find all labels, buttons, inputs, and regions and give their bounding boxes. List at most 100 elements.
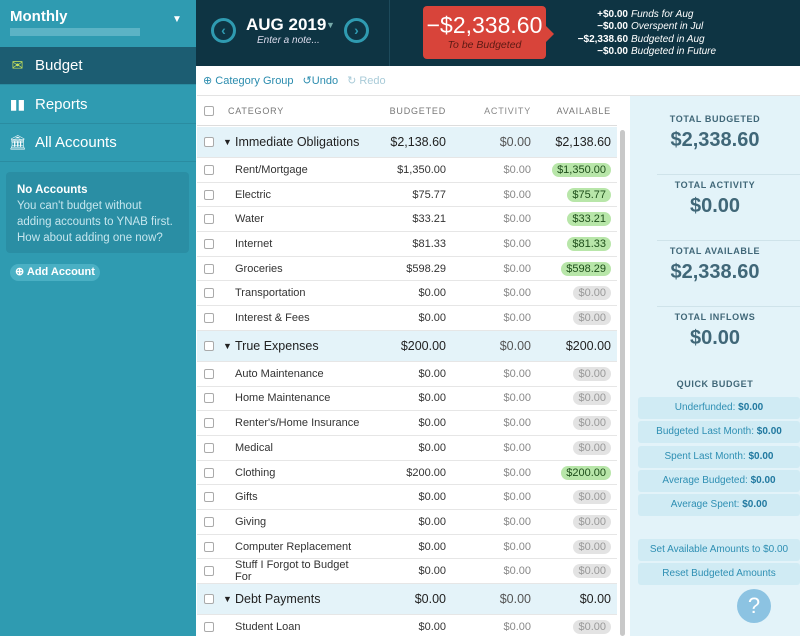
category-row[interactable]: Electric $75.77 $0.00 $75.77: [197, 183, 617, 208]
category-name[interactable]: Debt Payments: [235, 592, 321, 607]
available-cell[interactable]: $75.77: [531, 187, 617, 202]
category-name[interactable]: Giving: [235, 515, 267, 528]
budgeted-amount[interactable]: $0.00: [418, 565, 446, 578]
available-pill[interactable]: $75.77: [567, 187, 611, 202]
category-row[interactable]: Home Maintenance $0.00 $0.00 $0.00: [197, 387, 617, 412]
budgeted-amount[interactable]: $0.00: [418, 367, 446, 380]
action-button[interactable]: Set Available Amounts to $0.00: [638, 539, 800, 561]
budgeted-amount[interactable]: $0.00: [418, 621, 446, 634]
category-row[interactable]: Stuff I Forgot to Budget For $0.00 $0.00 $0…: [197, 559, 617, 585]
category-row[interactable]: Groceries $598.29 $0.00 $598.29: [197, 257, 617, 282]
category-row[interactable]: Student Loan $0.00 $0.00 $0.00: [197, 615, 617, 636]
activity-amount[interactable]: $0.00: [503, 491, 531, 504]
category-name[interactable]: Rent/Mortgage: [235, 163, 308, 176]
available-cell[interactable]: $2,138.60: [555, 135, 611, 149]
help-button[interactable]: ?: [737, 589, 771, 623]
next-month-icon[interactable]: ›: [344, 18, 369, 43]
available-pill[interactable]: $0.00: [573, 391, 611, 406]
category-row[interactable]: Auto Maintenance $0.00 $0.00 $0.00: [197, 362, 617, 387]
row-checkbox[interactable]: [204, 418, 214, 429]
collapse-triangle-icon[interactable]: ▼: [223, 340, 232, 351]
caret-down-icon[interactable]: ▼: [326, 20, 335, 30]
category-group-row[interactable]: ▼ Debt Payments $0.00 $0.00 $0.00: [197, 584, 617, 616]
activity-amount[interactable]: $0.00: [503, 515, 531, 528]
caret-down-icon[interactable]: ▼: [172, 14, 182, 25]
available-cell[interactable]: $598.29: [531, 261, 617, 276]
action-button[interactable]: Reset Budgeted Amounts: [638, 563, 800, 586]
available-pill[interactable]: $0.00: [573, 620, 611, 635]
row-checkbox[interactable]: [204, 492, 214, 503]
available-cell[interactable]: $200.00: [565, 338, 611, 353]
available-cell[interactable]: $33.21: [531, 212, 617, 227]
budgeted-amount[interactable]: $33.21: [412, 213, 446, 226]
month-selector[interactable]: AUG 2019: [246, 15, 327, 34]
budgeted-amount[interactable]: $0.00: [418, 515, 446, 528]
category-name[interactable]: Transportation: [235, 287, 306, 300]
category-name[interactable]: Home Maintenance: [235, 392, 331, 405]
collapse-triangle-icon[interactable]: ▼: [223, 137, 232, 147]
category-row[interactable]: Gifts $0.00 $0.00 $0.00: [197, 485, 617, 511]
category-name[interactable]: Auto Maintenance: [235, 367, 324, 380]
category-name[interactable]: Student Loan: [235, 621, 301, 634]
available-cell[interactable]: $0.00: [531, 366, 617, 381]
category-row[interactable]: Giving $0.00 $0.00 $0.00: [197, 510, 617, 535]
available-pill[interactable]: $0.00: [573, 440, 611, 455]
category-row[interactable]: Interest & Fees $0.00 $0.00 $0.00: [197, 306, 617, 331]
row-checkbox[interactable]: [204, 238, 214, 249]
available-cell[interactable]: $200.00: [531, 465, 617, 480]
activity-amount[interactable]: $0.00: [503, 392, 531, 405]
activity-amount[interactable]: $0.00: [503, 441, 531, 454]
available-pill[interactable]: $33.21: [567, 212, 611, 227]
row-checkbox[interactable]: [204, 541, 214, 552]
category-name[interactable]: True Expenses: [235, 338, 319, 353]
month-note[interactable]: Enter a note...: [257, 35, 320, 46]
category-row[interactable]: Rent/Mortgage $1,350.00 $0.00 $1,350.00: [197, 158, 617, 183]
row-checkbox[interactable]: [204, 393, 214, 404]
row-checkbox[interactable]: [204, 288, 214, 299]
activity-amount[interactable]: $0.00: [503, 188, 531, 201]
row-checkbox[interactable]: [204, 516, 214, 527]
row-checkbox[interactable]: [204, 622, 214, 633]
available-pill[interactable]: $1,350.00: [552, 162, 611, 177]
activity-amount[interactable]: $0.00: [503, 262, 531, 275]
budgeted-amount[interactable]: $0.00: [418, 417, 446, 430]
budgeted-amount[interactable]: $0.00: [418, 287, 446, 300]
select-all-checkbox[interactable]: [204, 105, 214, 116]
row-checkbox[interactable]: [204, 214, 214, 225]
to-be-budgeted[interactable]: −$2,338.60 To be Budgeted: [423, 6, 554, 59]
category-name[interactable]: Interest & Fees: [235, 312, 310, 325]
available-pill[interactable]: $0.00: [573, 564, 611, 579]
row-checkbox[interactable]: [204, 137, 214, 147]
activity-amount[interactable]: $0.00: [499, 592, 531, 607]
undo-button[interactable]: ↺Undo: [302, 75, 339, 87]
collapse-triangle-icon[interactable]: ▼: [223, 594, 232, 605]
scrollbar[interactable]: [620, 130, 625, 636]
available-cell[interactable]: $1,350.00: [531, 162, 617, 177]
available-pill[interactable]: $0.00: [573, 366, 611, 381]
category-name[interactable]: Electric: [235, 188, 272, 201]
budgeted-amount[interactable]: $0.00: [418, 540, 446, 553]
available-cell[interactable]: $0.00: [531, 564, 617, 579]
row-checkbox[interactable]: [204, 368, 214, 379]
quick-budget-button[interactable]: Budgeted Last Month: $0.00: [638, 421, 800, 444]
category-name[interactable]: Clothing: [235, 466, 276, 479]
row-checkbox[interactable]: [204, 340, 214, 351]
budgeted-amount[interactable]: $0.00: [418, 491, 446, 504]
available-pill[interactable]: $0.00: [573, 311, 611, 326]
nav-reports[interactable]: ▮▮ Reports: [0, 86, 196, 124]
row-checkbox[interactable]: [204, 467, 214, 478]
budgeted-amount[interactable]: $0.00: [418, 312, 446, 325]
nav-budget[interactable]: ✉ Budget: [0, 47, 196, 85]
category-name[interactable]: Stuff I Forgot to Budget For: [235, 559, 349, 584]
category-row[interactable]: Water $33.21 $0.00 $33.21: [197, 207, 617, 233]
add-account-button[interactable]: ⊕ Add Account: [10, 264, 100, 281]
activity-amount[interactable]: $0.00: [503, 565, 531, 578]
add-category-group-button[interactable]: ⊕ Category Group: [203, 75, 294, 87]
redo-button[interactable]: ↻ Redo: [347, 75, 386, 87]
row-checkbox[interactable]: [204, 313, 214, 324]
available-pill[interactable]: $0.00: [573, 539, 611, 554]
category-group-row[interactable]: ▼ True Expenses $200.00 $0.00 $200.00: [197, 330, 617, 362]
category-group-row[interactable]: ▼ Immediate Obligations $2,138.60 $0.00 $2,1…: [197, 127, 617, 158]
available-pill[interactable]: $0.00: [573, 490, 611, 505]
available-cell[interactable]: $0.00: [531, 539, 617, 554]
